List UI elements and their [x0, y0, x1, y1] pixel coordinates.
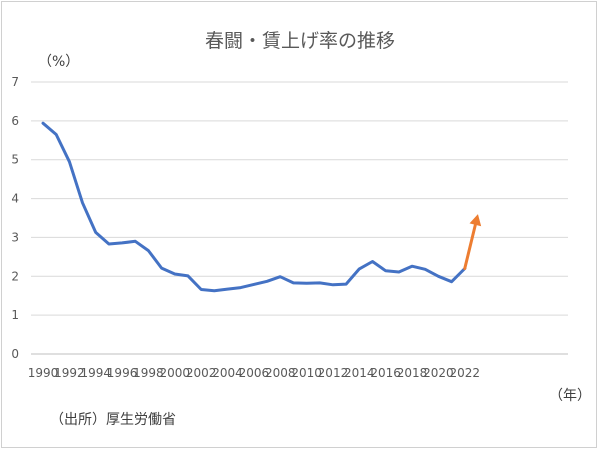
x-unit-label: （年）	[549, 388, 591, 404]
x-tick-label: 2012	[318, 366, 349, 380]
x-tick-label: 1994	[80, 366, 111, 380]
x-tick-label: 2020	[423, 366, 454, 380]
series-line	[41, 121, 467, 293]
y-tick-label: 1	[11, 308, 19, 322]
y-tick-label: 7	[11, 75, 19, 89]
x-tick-label: 2016	[370, 366, 401, 380]
y-axis-ticks: 0 1 2 3 4 5 6 7	[11, 75, 19, 361]
x-tick-label: 2018	[397, 366, 428, 380]
x-axis-ticks: 1990199219941996199820002002200420062008…	[28, 366, 480, 380]
gridlines	[31, 81, 568, 355]
x-tick-label: 1992	[54, 366, 85, 380]
x-tick-label: 2002	[186, 366, 217, 380]
x-tick-label: 2022	[449, 366, 480, 380]
trend-arrow-line	[463, 223, 477, 271]
x-tick-label: 2014	[344, 366, 375, 380]
x-tick-label: 2006	[239, 366, 270, 380]
y-unit-label: （%）	[38, 54, 79, 70]
y-tick-label: 3	[11, 230, 19, 244]
x-tick-label: 2004	[212, 366, 243, 380]
source-note: （出所）厚生労働省	[50, 412, 176, 428]
y-tick-label: 0	[11, 347, 19, 361]
y-tick-label: 6	[11, 114, 19, 128]
chart-title: 春闘・賃上げ率の推移	[205, 30, 395, 52]
y-tick-label: 5	[11, 153, 19, 167]
x-tick-label: 1996	[107, 366, 138, 380]
x-tick-label: 1990	[28, 366, 59, 380]
series-layer	[41, 121, 482, 293]
x-tick-label: 1998	[133, 366, 164, 380]
x-tick-label: 2008	[265, 366, 296, 380]
y-tick-label: 2	[11, 269, 19, 283]
trend-arrow-head	[469, 214, 482, 227]
y-tick-label: 4	[11, 192, 19, 206]
x-tick-label: 2010	[291, 366, 322, 380]
x-tick-label: 2000	[160, 366, 191, 380]
